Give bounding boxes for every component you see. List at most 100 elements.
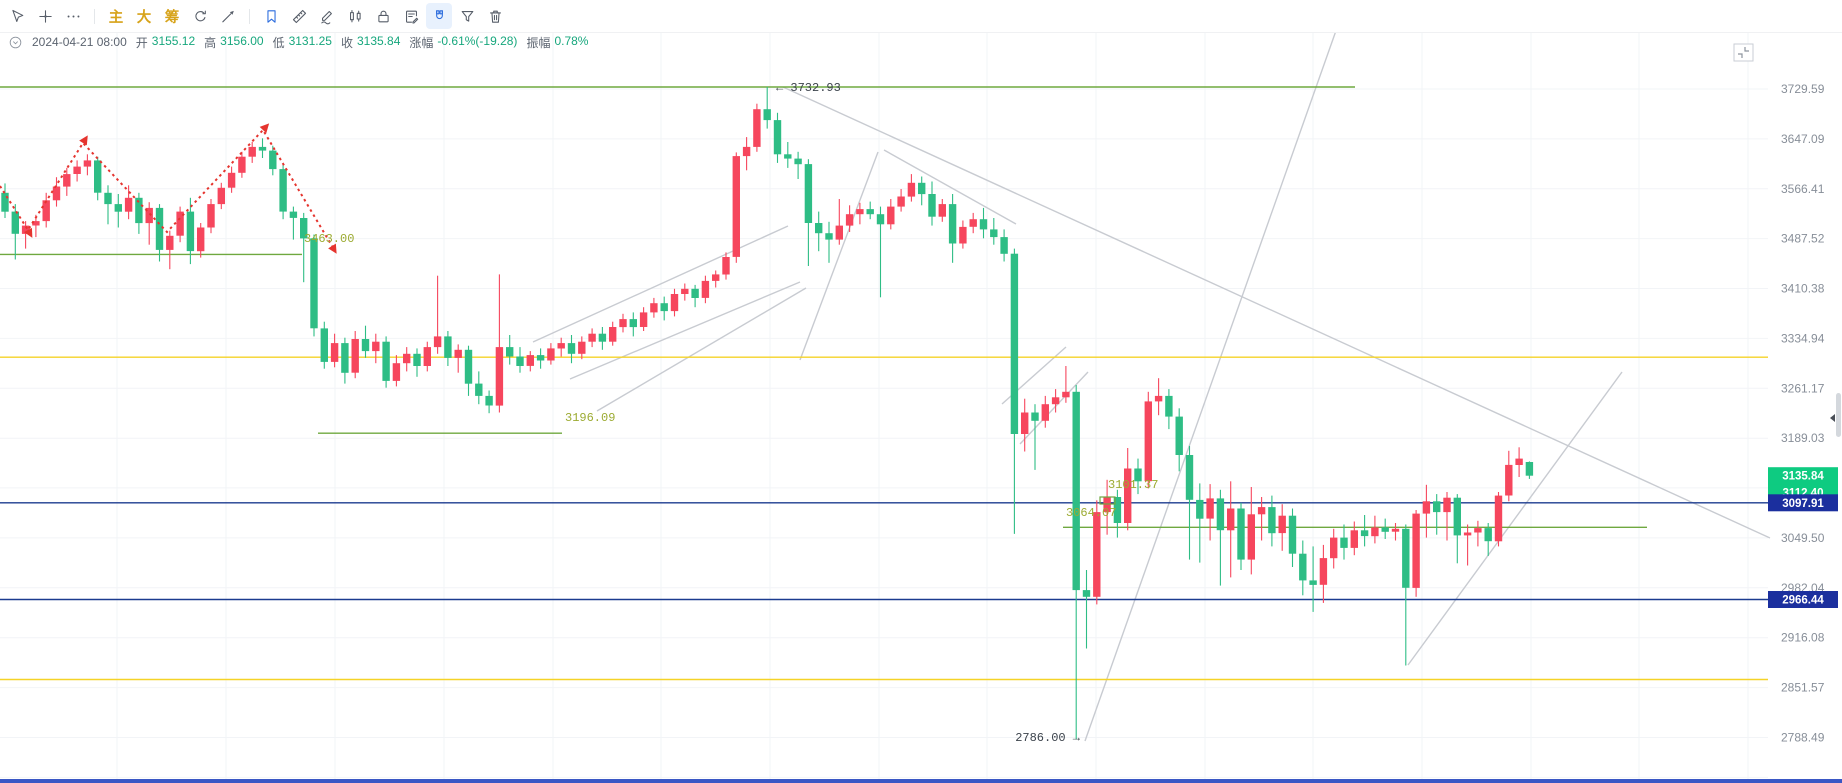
candle[interactable] bbox=[1371, 515, 1379, 544]
chips-indicator-button[interactable]: 筹 bbox=[164, 9, 180, 26]
da-indicator-button[interactable]: 大 bbox=[136, 9, 152, 26]
drawn-horizontal-levels[interactable] bbox=[0, 86, 1768, 681]
candle[interactable] bbox=[1330, 528, 1338, 569]
candle[interactable] bbox=[959, 220, 967, 249]
candle[interactable] bbox=[598, 327, 607, 350]
bookmark-icon[interactable] bbox=[258, 3, 284, 29]
candle[interactable] bbox=[114, 194, 122, 228]
candle[interactable] bbox=[495, 274, 504, 413]
candle[interactable] bbox=[763, 87, 771, 129]
candle[interactable] bbox=[712, 270, 720, 288]
candle[interactable] bbox=[1134, 458, 1142, 495]
candle[interactable] bbox=[52, 177, 61, 207]
candle[interactable] bbox=[526, 351, 534, 372]
candle[interactable] bbox=[1062, 366, 1070, 403]
candle[interactable] bbox=[166, 230, 174, 270]
candle[interactable] bbox=[444, 331, 452, 366]
candle[interactable] bbox=[1474, 520, 1482, 547]
candle[interactable] bbox=[681, 283, 689, 301]
candle[interactable] bbox=[269, 145, 277, 176]
candle[interactable] bbox=[691, 284, 699, 308]
candle[interactable] bbox=[1000, 229, 1008, 262]
trendline[interactable] bbox=[569, 281, 801, 380]
candle[interactable] bbox=[403, 347, 411, 372]
candle[interactable] bbox=[794, 151, 802, 179]
candle[interactable] bbox=[1206, 484, 1214, 541]
candle[interactable] bbox=[969, 212, 977, 234]
candle[interactable] bbox=[42, 192, 50, 228]
candle[interactable] bbox=[670, 288, 679, 317]
candle[interactable] bbox=[887, 199, 895, 230]
candle[interactable] bbox=[1196, 483, 1204, 563]
candle[interactable] bbox=[897, 189, 905, 212]
candle[interactable] bbox=[279, 164, 287, 220]
candle[interactable] bbox=[1021, 398, 1029, 452]
candle[interactable] bbox=[1257, 497, 1266, 541]
candle[interactable] bbox=[145, 202, 153, 245]
candle[interactable] bbox=[825, 221, 833, 263]
candle[interactable] bbox=[485, 390, 493, 414]
candle[interactable] bbox=[1165, 389, 1173, 430]
candle[interactable] bbox=[475, 371, 483, 405]
candle[interactable] bbox=[227, 166, 236, 193]
candle[interactable] bbox=[1505, 450, 1513, 502]
select-cursor-icon[interactable] bbox=[4, 3, 30, 29]
candle[interactable] bbox=[310, 234, 318, 337]
candle[interactable] bbox=[454, 344, 462, 373]
candle[interactable] bbox=[464, 345, 473, 396]
candle[interactable] bbox=[866, 201, 874, 220]
candle[interactable] bbox=[1402, 524, 1410, 666]
candle[interactable] bbox=[1453, 494, 1461, 564]
candle[interactable] bbox=[1381, 518, 1389, 539]
candle[interactable] bbox=[300, 212, 308, 283]
candle[interactable] bbox=[1443, 492, 1451, 541]
candle[interactable] bbox=[918, 176, 926, 206]
candle[interactable] bbox=[104, 185, 112, 225]
candle[interactable] bbox=[578, 336, 586, 360]
candle[interactable] bbox=[176, 206, 184, 243]
candle[interactable] bbox=[1494, 492, 1503, 547]
candle[interactable] bbox=[1, 183, 9, 218]
candle[interactable] bbox=[506, 335, 514, 365]
candle[interactable] bbox=[804, 159, 813, 266]
candle[interactable] bbox=[1268, 495, 1276, 547]
lock-drawings-icon[interactable] bbox=[370, 3, 396, 29]
candle[interactable] bbox=[207, 199, 215, 234]
candle[interactable] bbox=[372, 333, 380, 364]
candle[interactable] bbox=[1340, 524, 1348, 560]
candle[interactable] bbox=[928, 181, 936, 226]
candle[interactable] bbox=[660, 296, 668, 321]
candle[interactable] bbox=[990, 218, 998, 245]
candle[interactable] bbox=[351, 331, 359, 379]
candle[interactable] bbox=[382, 336, 390, 388]
candle[interactable] bbox=[1391, 523, 1400, 541]
candle[interactable] bbox=[83, 154, 92, 176]
crosshair-icon[interactable] bbox=[32, 3, 58, 29]
candle[interactable] bbox=[1113, 489, 1122, 538]
candle[interactable] bbox=[186, 197, 195, 265]
candle[interactable] bbox=[1175, 408, 1183, 472]
candle[interactable] bbox=[1278, 504, 1286, 551]
candle[interactable] bbox=[588, 328, 596, 348]
candle[interactable] bbox=[63, 167, 71, 196]
candle[interactable] bbox=[1525, 461, 1534, 479]
candle[interactable] bbox=[1237, 502, 1245, 570]
candle[interactable] bbox=[1124, 448, 1132, 531]
candle[interactable] bbox=[361, 325, 370, 358]
candle[interactable] bbox=[753, 103, 761, 152]
trendline-tool-icon[interactable] bbox=[215, 3, 241, 29]
candle[interactable] bbox=[650, 297, 658, 318]
candle[interactable] bbox=[423, 341, 431, 372]
candle[interactable] bbox=[1299, 540, 1307, 596]
candle[interactable] bbox=[413, 348, 421, 377]
trendline[interactable] bbox=[799, 151, 879, 361]
candle[interactable] bbox=[320, 321, 328, 369]
candle[interactable] bbox=[1185, 445, 1194, 560]
candle[interactable] bbox=[1319, 544, 1328, 603]
candle[interactable] bbox=[845, 205, 854, 232]
red-zigzag-annotation[interactable] bbox=[0, 120, 340, 256]
candle[interactable] bbox=[124, 185, 133, 220]
replay-edit-icon[interactable] bbox=[187, 3, 213, 29]
candle[interactable] bbox=[1144, 391, 1152, 489]
more-icon[interactable] bbox=[60, 3, 86, 29]
